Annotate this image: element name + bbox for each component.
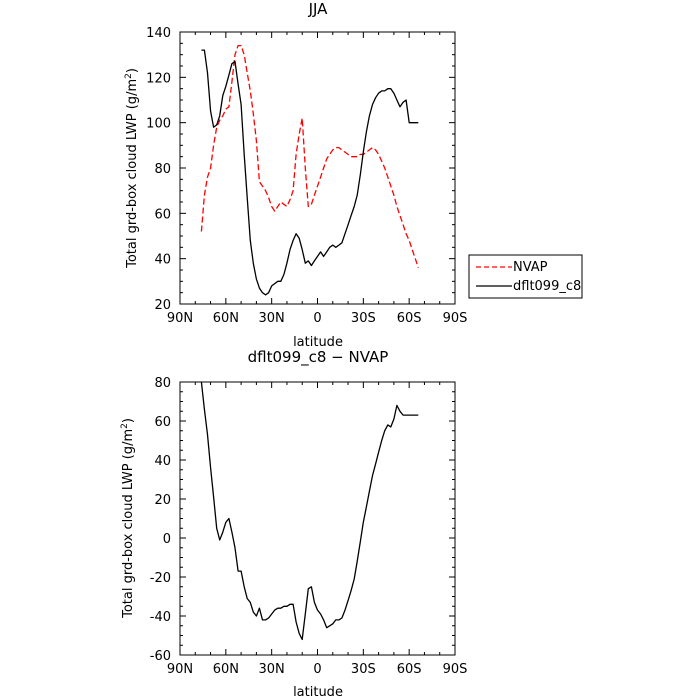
y-tick-label: 20 — [154, 493, 171, 508]
legend-label-dflt: dflt099_c8 — [513, 279, 581, 294]
axis-ticks-top: 20 40 60 80 100 120 140 90N 60N 30N 0 30S 60S 90S — [146, 26, 467, 326]
legend-box — [468, 254, 583, 299]
x-tick-label: 30S — [351, 662, 376, 677]
x-tick-label: 0 — [313, 311, 321, 326]
x-tick-label: 90N — [167, 662, 193, 677]
x-tick-label: 0 — [313, 662, 321, 677]
y-axis-label-bottom: Total grd-box cloud LWP (g/m2) — [120, 418, 136, 619]
y-tick-label: -40 — [150, 610, 171, 625]
y-tick-label: -20 — [150, 571, 171, 586]
legend-label-nvap: NVAP — [513, 260, 548, 275]
series-line-difference — [200, 381, 419, 641]
y-tick-label: 0 — [163, 532, 171, 547]
x-tick-label: 60N — [213, 311, 239, 326]
x-tick-label: 90S — [443, 662, 468, 677]
y-tick-label: 120 — [146, 71, 171, 86]
x-axis-label-bottom: latitude — [293, 685, 343, 700]
x-tick-label: 60S — [397, 311, 422, 326]
y-tick-label: -60 — [150, 649, 171, 664]
x-axis-label-top: latitude — [293, 335, 343, 350]
y-tick-label: 60 — [154, 207, 171, 222]
plot-frame-top — [179, 31, 456, 305]
top-panel: JJA 20 40 60 80 100 120 140 90N 60N 30N 0 30S 60S 90S… — [124, 0, 583, 350]
chart-title-top: JJA — [308, 0, 329, 18]
y-axis-label-top: Total grd-box cloud LWP (g/m2) — [124, 68, 140, 269]
axis-ticks-bottom: -60 -40 -20 0 20 40 60 80 90N 60N 30N 0 30S 60S 90S — [150, 376, 468, 677]
y-tick-label: 40 — [154, 454, 171, 469]
y-tick-label: 80 — [154, 162, 171, 177]
bottom-panel: dflt099_c8 − NVAP -60 -40 -20 0 20 40 60 80 90N 6… — [120, 348, 467, 700]
x-tick-label: 90N — [167, 311, 193, 326]
y-tick-label: 40 — [154, 253, 171, 268]
x-tick-label: 60S — [397, 662, 422, 677]
series-line-nvap — [200, 44, 419, 268]
plot-frame-bottom — [179, 381, 456, 656]
y-tick-label: 60 — [154, 415, 171, 430]
x-tick-label: 90S — [443, 311, 468, 326]
y-tick-label: 100 — [146, 117, 171, 132]
series-line-dflt099-c8 — [201, 49, 419, 296]
chart-title-bottom: dflt099_c8 − NVAP — [248, 348, 389, 367]
y-tick-label: 140 — [146, 26, 171, 41]
x-tick-label: 30S — [351, 311, 376, 326]
x-tick-label: 60N — [213, 662, 239, 677]
x-tick-label: 30N — [259, 662, 285, 677]
y-tick-label: 80 — [154, 376, 171, 391]
legend: NVAP dflt099_c8 — [468, 254, 583, 299]
y-tick-label: 20 — [154, 298, 171, 313]
x-tick-label: 30N — [259, 311, 285, 326]
